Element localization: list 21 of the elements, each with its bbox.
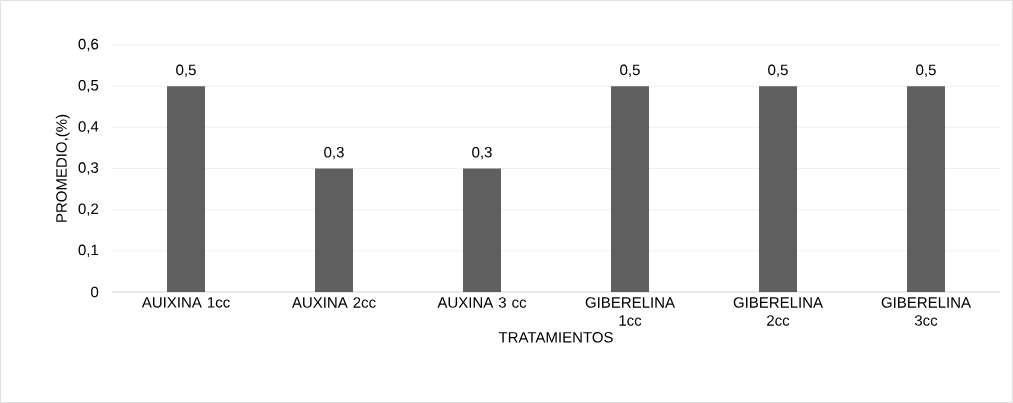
x-tick-label: AUXINA 3 cc — [437, 297, 527, 308]
x-tick-label: GIBERELINA 1cc — [585, 297, 675, 326]
data-label: 0,3 — [472, 146, 492, 160]
x-axis-title: TRATAMIENTOS — [498, 332, 613, 343]
data-label: 0,5 — [620, 64, 640, 77]
y-tick-label: 0,4 — [78, 121, 99, 134]
y-tick-label: 0,6 — [78, 38, 99, 52]
y-tick-label: 0,2 — [78, 203, 99, 216]
y-tick-label: 0,1 — [78, 244, 99, 258]
x-tick-label: AUXINA 2cc — [291, 297, 376, 308]
y-axis-title: PROMEDIO,(%) — [55, 114, 70, 222]
x-tick-label: AUIXINA 1cc — [141, 297, 230, 308]
data-label: 0,5 — [176, 64, 196, 77]
y-tick-label: 0,5 — [78, 79, 99, 93]
y-tick-label: 0,3 — [78, 162, 99, 175]
data-label: 0,5 — [916, 64, 936, 77]
data-label: 0,5 — [768, 64, 788, 77]
x-tick-label: GIBERELINA 2cc — [733, 297, 823, 326]
data-label: 0,3 — [324, 146, 344, 160]
y-tick-label: 0 — [91, 286, 99, 298]
x-tick-label: GIBERELINA 3cc — [881, 297, 971, 326]
